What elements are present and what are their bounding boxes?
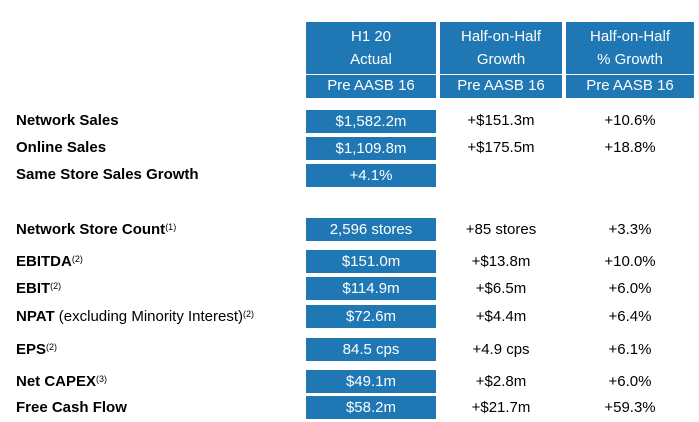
row-label-text: Net CAPEX [16,373,97,390]
header-pct-line1: Half-on-Half [589,28,671,45]
growth-ebit: +$6.5m [475,280,527,297]
footnote-ref: (2) [46,342,58,352]
actual-network-store-count: 2,596 stores [306,218,436,241]
actual-eps: 84.5 cps [306,338,436,361]
pct-online-sales: +18.8% [604,139,656,156]
header-growth-line1: Half-on-Half [460,28,542,45]
row-sublabel: (excluding Minority Interest) [58,308,244,325]
pct-ebitda: +10.0% [604,253,656,270]
actual-ebit: $114.9m [306,277,436,300]
header-growth: Half-on-Half Growth Pre AASB 16 [440,22,562,98]
footnote-ref: (3) [96,374,108,384]
actual-ebitda: $151.0m [306,250,436,273]
growth-npat: +$4.4m [475,308,527,325]
row-label-ebit: EBIT(2) [16,279,61,299]
header-actual-separator [306,74,436,75]
header-pct-line2: % Growth [597,51,663,68]
pct-net-capex: +6.0% [608,373,652,390]
pct-free-cash-flow: +59.3% [604,399,656,416]
row-label-network-store-count: Network Store Count(1) [16,220,176,240]
row-label-text: EPS [16,341,47,358]
actual-net-capex: $49.1m [306,370,436,393]
header-actual-basis: Pre AASB 16 [327,77,415,94]
row-label-free-cash-flow: Free Cash Flow [16,399,127,416]
header-growth-line2: Growth [476,51,526,68]
row-label-online-sales: Online Sales [16,139,107,156]
footnote-ref: (1) [165,222,177,232]
row-label-same-store-sales-growth: Same Store Sales Growth [16,166,199,183]
actual-free-cash-flow: $58.2m [306,396,436,419]
pct-network-sales: +10.6% [604,112,656,129]
growth-ebitda: +$13.8m [471,253,531,270]
row-label-network-sales: Network Sales [16,112,119,129]
row-label-npat: NPAT (excluding Minority Interest)(2) [16,307,254,327]
header-pct-basis: Pre AASB 16 [586,77,674,94]
pct-ebit: +6.0% [608,280,652,297]
row-label-text: Network Store Count [16,221,166,238]
actual-same-store-sales-growth: +4.1% [306,164,436,187]
header-actual-line1: H1 20 [350,28,392,45]
row-label-text: EBITDA [16,253,72,270]
footnote-ref: (2) [243,309,255,319]
row-label-eps: EPS(2) [16,340,57,360]
header-growth-basis: Pre AASB 16 [457,77,545,94]
pct-eps: +6.1% [608,341,652,358]
header-growth-separator [440,74,562,75]
actual-online-sales: $1,109.8m [306,137,436,160]
header-actual: H1 20 Actual Pre AASB 16 [306,22,436,98]
growth-net-capex: +$2.8m [475,373,527,390]
header-pct-separator [566,74,694,75]
growth-free-cash-flow: +$21.7m [471,399,531,416]
header-actual-line2: Actual [350,51,392,68]
row-label-text: EBIT [16,280,51,297]
footnote-ref: (2) [71,254,83,264]
growth-network-store-count: +85 stores [465,221,537,238]
header-pct-growth: Half-on-Half % Growth Pre AASB 16 [566,22,694,98]
growth-network-sales: +$151.3m [467,112,535,129]
row-label-net-capex: Net CAPEX(3) [16,372,107,392]
pct-network-store-count: +3.3% [608,221,652,238]
footnote-ref: (2) [50,281,62,291]
pct-npat: +6.4% [608,308,652,325]
actual-network-sales: $1,582.2m [306,110,436,133]
actual-npat: $72.6m [306,305,436,328]
row-label-ebitda: EBITDA(2) [16,252,83,272]
growth-online-sales: +$175.5m [467,139,535,156]
growth-eps: +4.9 cps [472,341,530,358]
row-label-text: NPAT [16,308,55,325]
